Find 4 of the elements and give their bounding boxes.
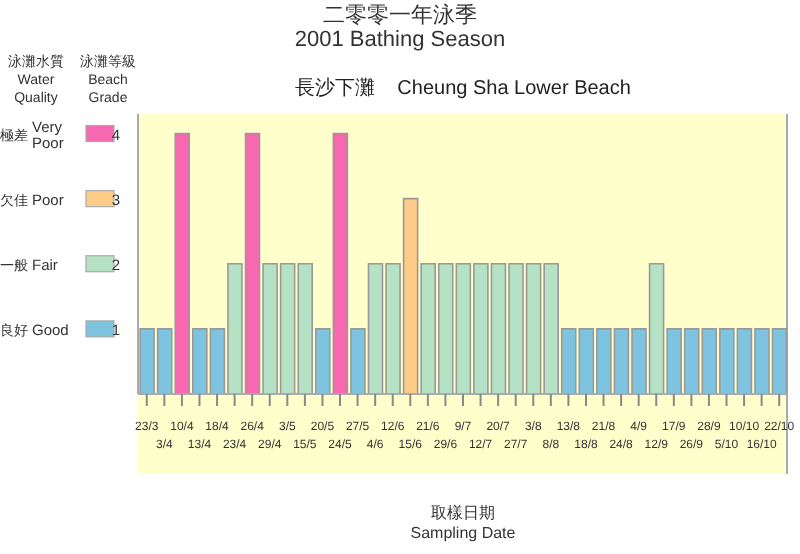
chart-subtitle: 2001 Bathing Season (292, 28, 508, 52)
chart-title: 二零零一年泳季 (321, 4, 479, 28)
text: 長沙下灘 Cheung Sha Lower Beach (293, 75, 633, 102)
x-axis-title: 取樣日期 Sampling Date (408, 504, 518, 544)
